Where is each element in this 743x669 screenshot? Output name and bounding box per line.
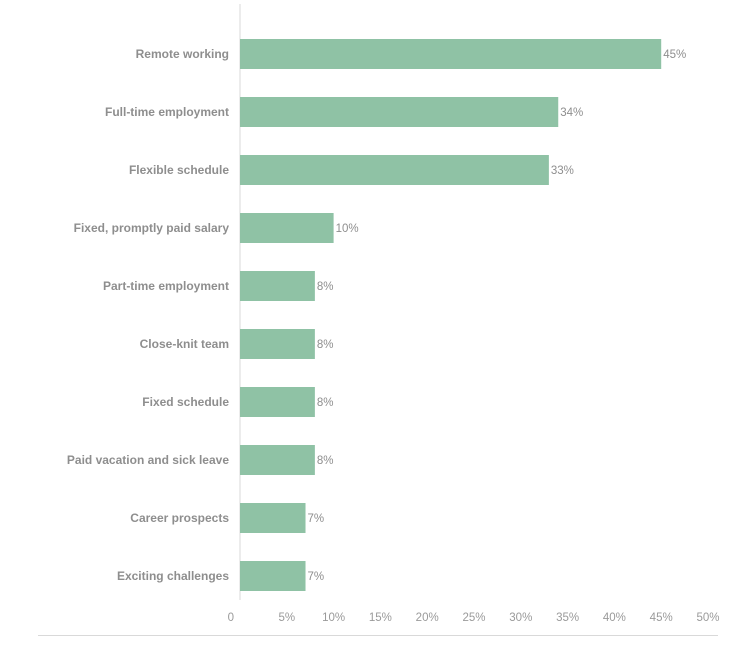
category-label: Exciting challenges bbox=[117, 569, 229, 583]
bar bbox=[240, 213, 334, 243]
x-tick-label: 50% bbox=[696, 612, 719, 624]
bar bbox=[240, 39, 662, 69]
value-label: 33% bbox=[551, 165, 574, 177]
bar bbox=[240, 271, 315, 301]
x-tick-label: 20% bbox=[416, 612, 439, 624]
value-label: 8% bbox=[317, 397, 334, 409]
x-tick-label: 25% bbox=[462, 612, 485, 624]
value-label: 8% bbox=[317, 455, 334, 467]
category-label: Remote working bbox=[136, 47, 229, 61]
x-tick-label: 40% bbox=[603, 612, 626, 624]
bar bbox=[240, 155, 549, 185]
category-label: Full-time employment bbox=[105, 105, 229, 119]
value-label: 8% bbox=[317, 339, 334, 351]
x-tick-labels: 0 5% 10% 15% 20% 25% 30% 35% 40% 45% 50% bbox=[228, 612, 720, 624]
x-tick-label: 10% bbox=[322, 612, 345, 624]
category-label: Fixed schedule bbox=[142, 395, 229, 409]
x-tick-label: 45% bbox=[650, 612, 673, 624]
category-label: Close-knit team bbox=[140, 337, 229, 351]
bar bbox=[240, 503, 306, 533]
category-label: Career prospects bbox=[130, 511, 229, 525]
value-label: 7% bbox=[308, 571, 325, 583]
value-labels: 45% 34% 33% 10% 8% 8% 8% 8% 7% 7% bbox=[308, 49, 687, 583]
bar bbox=[240, 445, 315, 475]
category-label: Flexible schedule bbox=[129, 163, 229, 177]
value-label: 7% bbox=[308, 513, 325, 525]
x-tick-label: 35% bbox=[556, 612, 579, 624]
category-label: Part-time employment bbox=[103, 279, 229, 293]
bar bbox=[240, 387, 315, 417]
x-tick-label: 0 bbox=[228, 612, 234, 624]
x-tick-label: 15% bbox=[369, 612, 392, 624]
category-label: Paid vacation and sick leave bbox=[67, 453, 229, 467]
bar bbox=[240, 97, 559, 127]
x-tick-label: 30% bbox=[509, 612, 532, 624]
bar bbox=[240, 329, 315, 359]
value-label: 8% bbox=[317, 281, 334, 293]
value-label: 34% bbox=[560, 107, 583, 119]
bars bbox=[240, 39, 662, 591]
value-label: 10% bbox=[336, 223, 359, 235]
category-labels: Remote working Full-time employment Flexib… bbox=[67, 47, 229, 583]
x-tick-label: 5% bbox=[278, 612, 295, 624]
value-label: 45% bbox=[663, 49, 686, 61]
category-label: Fixed, promptly paid salary bbox=[74, 221, 230, 235]
bar bbox=[240, 561, 306, 591]
